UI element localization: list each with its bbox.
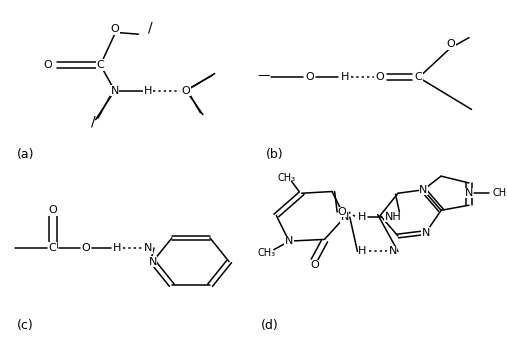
Text: N: N — [111, 86, 119, 96]
Text: O: O — [111, 24, 119, 34]
Text: N: N — [341, 212, 349, 222]
Text: C: C — [96, 60, 104, 70]
Text: (d): (d) — [261, 319, 279, 332]
Text: O: O — [310, 260, 319, 270]
Text: O: O — [48, 205, 57, 215]
Text: CH₃: CH₃ — [257, 248, 275, 258]
Text: C: C — [49, 243, 57, 253]
Text: /: / — [148, 21, 153, 34]
Text: —: — — [258, 69, 270, 82]
Text: NH: NH — [384, 212, 402, 222]
Text: O: O — [447, 39, 456, 50]
Text: (c): (c) — [17, 319, 34, 332]
Text: CH₃: CH₃ — [493, 188, 507, 198]
Text: C: C — [414, 72, 422, 82]
Text: H: H — [358, 212, 367, 222]
Text: /: / — [91, 115, 95, 128]
Text: N: N — [419, 185, 427, 195]
Text: N: N — [144, 243, 152, 253]
Text: CH₃: CH₃ — [277, 173, 296, 183]
Text: O: O — [182, 86, 191, 96]
Text: N: N — [149, 256, 157, 267]
Text: O: O — [82, 243, 90, 253]
Text: O: O — [376, 72, 385, 82]
Text: N: N — [422, 227, 430, 238]
Text: (b): (b) — [266, 148, 284, 161]
Text: H: H — [144, 86, 152, 96]
Text: O: O — [305, 72, 314, 82]
Text: H: H — [341, 72, 349, 82]
Text: H: H — [358, 246, 367, 256]
Text: N: N — [285, 236, 293, 246]
Text: N: N — [465, 188, 473, 198]
Text: H: H — [113, 243, 121, 253]
Text: O: O — [44, 60, 52, 70]
Text: N: N — [389, 246, 397, 256]
Text: O: O — [338, 207, 347, 217]
Text: (a): (a) — [17, 148, 34, 161]
